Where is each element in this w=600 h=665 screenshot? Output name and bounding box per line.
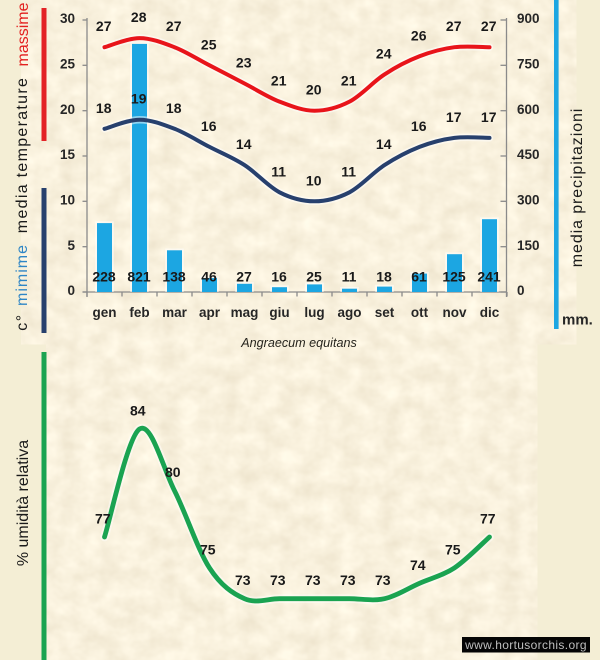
svg-text:mar: mar [162,305,188,320]
svg-text:750: 750 [517,57,540,72]
svg-text:nov: nov [442,305,466,320]
svg-text:16: 16 [201,118,217,134]
svg-text:16: 16 [271,268,287,284]
svg-text:138: 138 [162,268,186,284]
svg-text:80: 80 [165,464,181,480]
svg-text:77: 77 [95,511,111,527]
svg-text:www.hortusorchis.org: www.hortusorchis.org [464,638,587,652]
svg-text:mm.: mm. [562,312,593,329]
svg-text:27: 27 [166,18,182,34]
svg-text:ott: ott [411,305,429,320]
svg-text:10: 10 [60,193,75,208]
svg-text:77: 77 [480,511,496,527]
svg-text:241: 241 [477,268,501,284]
svg-text:27: 27 [446,18,462,34]
svg-text:23: 23 [236,55,252,71]
svg-text:28: 28 [131,9,147,25]
svg-text:ago: ago [337,305,361,320]
svg-text:21: 21 [271,73,287,89]
svg-text:228: 228 [92,268,116,284]
svg-text:apr: apr [199,305,221,320]
svg-text:73: 73 [305,572,321,588]
svg-text:11: 11 [342,268,357,284]
svg-text:gen: gen [92,305,116,320]
svg-text:Angraecum equitans: Angraecum equitans [240,336,357,350]
svg-text:14: 14 [376,136,392,152]
svg-text:19: 19 [131,91,147,107]
svg-text:73: 73 [375,572,391,588]
svg-text:27: 27 [236,268,252,284]
svg-text:26: 26 [411,27,427,43]
svg-text:set: set [375,305,395,320]
svg-text:150: 150 [517,238,540,253]
svg-text:125: 125 [442,268,466,284]
svg-text:25: 25 [306,268,322,284]
svg-text:24: 24 [376,45,392,61]
svg-text:821: 821 [127,268,151,284]
svg-text:900: 900 [517,11,540,26]
svg-text:15: 15 [60,147,76,162]
svg-text:11: 11 [341,163,356,179]
svg-text:30: 30 [60,11,75,26]
svg-text:25: 25 [201,36,217,52]
svg-text:61: 61 [411,268,427,284]
svg-text:27: 27 [96,18,112,34]
svg-text:feb: feb [129,305,149,320]
svg-text:46: 46 [201,268,217,284]
svg-text:20: 20 [306,82,322,98]
svg-text:75: 75 [200,541,216,557]
svg-text:27: 27 [481,18,497,34]
svg-text:20: 20 [60,102,75,117]
svg-text:mag: mag [231,305,259,320]
svg-text:21: 21 [341,73,357,89]
svg-text:17: 17 [446,109,462,125]
svg-text:84: 84 [130,403,146,419]
svg-text:74: 74 [410,557,426,573]
svg-text:18: 18 [96,100,112,116]
svg-text:0: 0 [67,283,75,298]
svg-text:18: 18 [376,268,392,284]
svg-text:0: 0 [517,283,525,298]
svg-text:5: 5 [67,238,75,253]
svg-text:14: 14 [236,136,252,152]
svg-text:11: 11 [271,163,286,179]
svg-text:75: 75 [445,541,461,557]
svg-text:17: 17 [481,109,497,125]
svg-text:16: 16 [411,118,427,134]
svg-text:giu: giu [269,305,289,320]
svg-text:lug: lug [304,305,324,320]
svg-text:% umidità relativa: % umidità relativa [15,440,32,566]
svg-text:450: 450 [517,147,540,162]
svg-text:media temperature: media temperature [14,77,31,233]
svg-text:300: 300 [517,193,540,208]
svg-text:dic: dic [480,305,500,320]
svg-text:18: 18 [166,100,182,116]
svg-text:c°: c° [14,313,31,330]
svg-text:25: 25 [60,57,76,72]
svg-text:massime: massime [15,2,32,66]
svg-text:73: 73 [340,572,356,588]
svg-text:73: 73 [270,572,286,588]
svg-text:mimime: mimime [14,244,31,306]
svg-text:73: 73 [235,572,251,588]
svg-text:600: 600 [517,102,540,117]
svg-text:media precipitazioni: media precipitazioni [569,108,586,267]
svg-text:10: 10 [306,172,322,188]
